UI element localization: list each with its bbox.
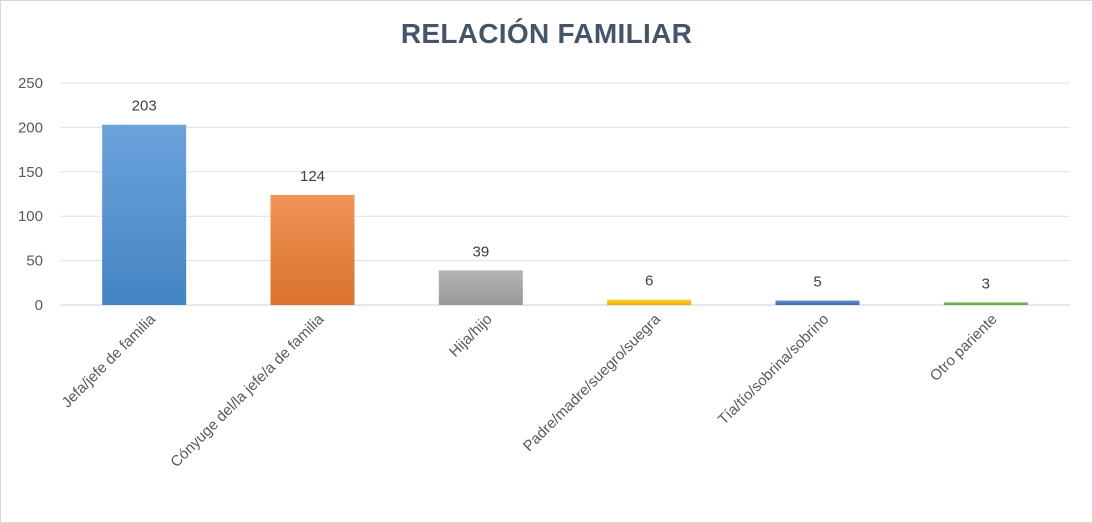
bar[interactable] (438, 270, 523, 305)
data-label: 3 (982, 275, 990, 292)
y-tick-label: 50 (26, 253, 43, 270)
bar[interactable] (102, 124, 187, 306)
y-tick-label: 250 (18, 75, 43, 92)
data-label: 124 (300, 168, 325, 185)
data-label: 6 (645, 273, 653, 290)
data-label: 203 (132, 98, 157, 115)
bar[interactable] (943, 302, 1028, 305)
y-tick-label: 150 (18, 164, 43, 181)
y-tick-label: 200 (18, 119, 43, 136)
x-tick-label: Hija/hijo (446, 311, 496, 361)
x-tick-label: Jefa/jefe de familia (59, 310, 160, 411)
bar[interactable] (270, 194, 355, 305)
y-tick-label: 100 (18, 208, 43, 225)
x-tick-label: Cónyuge del/la jefe/a de familia (167, 310, 327, 470)
x-tick-label: Otro pariente (927, 311, 1001, 385)
x-tick-label: Tía/tío/sobrina/sobrino (715, 311, 833, 429)
y-tick-label: 0 (35, 297, 43, 314)
x-tick-label: Padre/madre/suegro/suegra (520, 310, 665, 455)
chart-title: RELACIÓN FAMILIAR (400, 18, 693, 49)
data-label: 39 (472, 243, 489, 260)
bar[interactable] (607, 299, 692, 305)
bar[interactable] (775, 300, 860, 305)
data-label: 5 (813, 274, 821, 291)
